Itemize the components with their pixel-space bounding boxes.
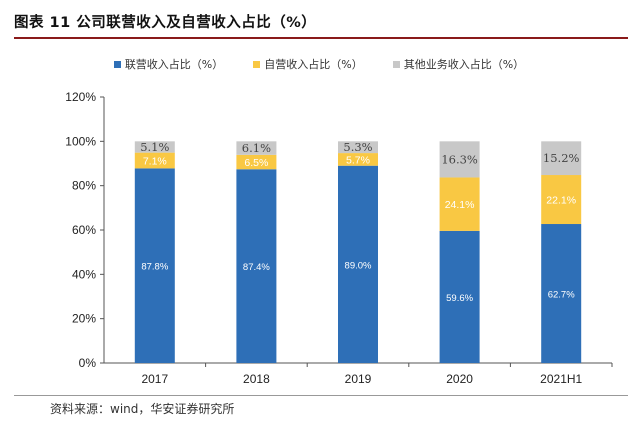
data-label: 22.1% <box>546 195 576 207</box>
bar-segment <box>439 177 480 231</box>
y-tick-label: 120% <box>65 90 96 104</box>
data-label: 15.2% <box>543 151 580 165</box>
data-label: 5.1% <box>140 140 169 154</box>
bar-segment <box>439 230 480 363</box>
footer-divider <box>14 395 628 396</box>
bar-segment <box>236 141 277 155</box>
data-label: 62.7% <box>548 290 575 301</box>
data-label: 87.4% <box>243 262 270 273</box>
x-tick-label: 2018 <box>243 372 270 386</box>
bar-segment <box>338 141 378 154</box>
legend-item-other-revenue: 其他业务收入占比（%） <box>392 56 525 72</box>
bar-segment <box>541 175 582 225</box>
bar-segment <box>134 141 175 153</box>
bar-segment <box>439 141 480 178</box>
x-tick-label: 2019 <box>345 372 372 386</box>
legend-item-joint-revenue: 联营收入占比（%） <box>113 56 224 72</box>
data-label: 5.3% <box>343 140 372 154</box>
title-bar: 图表 11 公司联营收入及自营收入占比（%） <box>14 6 628 36</box>
legend-swatch-other <box>392 60 400 68</box>
legend-label-joint: 联营收入占比（%） <box>124 58 224 71</box>
x-tick-label: 2017 <box>141 372 168 386</box>
y-tick-label: 60% <box>72 223 96 237</box>
bar-segment <box>338 165 378 363</box>
legend-label-other: 其他业务收入占比（%） <box>403 58 525 71</box>
x-tick-label: 2021H1 <box>540 372 582 386</box>
legend-item-self-revenue: 自营收入占比（%） <box>253 56 363 72</box>
chart-title: 图表 11 公司联营收入及自营收入占比（%） <box>14 14 317 31</box>
bar-segment <box>338 153 378 166</box>
data-label: 16.3% <box>441 152 478 166</box>
bar-segment <box>134 152 175 169</box>
data-label: 6.1% <box>242 141 271 155</box>
data-label: 24.1% <box>445 199 475 211</box>
bar-segment <box>236 154 277 170</box>
legend-swatch-joint <box>113 60 121 68</box>
data-label: 59.6% <box>446 293 473 304</box>
y-tick-label: 0% <box>79 356 97 370</box>
title-divider <box>14 37 628 39</box>
chart-legend: 联营收入占比（%） 自营收入占比（%） 其他业务收入占比（%） <box>0 56 638 72</box>
legend-swatch-self <box>253 60 261 68</box>
bar-segment <box>541 141 582 176</box>
bar-segment <box>541 224 582 363</box>
legend-label-self: 自营收入占比（%） <box>264 58 363 71</box>
y-tick-label: 100% <box>65 134 96 148</box>
data-label: 7.1% <box>143 156 167 168</box>
source-note: 资料来源：wind，华安证券研究所 <box>50 402 235 416</box>
data-label: 89.0% <box>345 260 372 271</box>
data-label: 5.7% <box>346 154 370 166</box>
bar-segment <box>134 168 175 363</box>
bar-segment <box>236 169 277 363</box>
y-tick-label: 20% <box>72 312 96 326</box>
y-tick-label: 80% <box>72 179 96 193</box>
x-tick-label: 2020 <box>446 372 473 386</box>
y-tick-label: 40% <box>72 267 96 281</box>
data-label: 87.8% <box>141 262 168 273</box>
data-label: 6.5% <box>244 157 268 169</box>
